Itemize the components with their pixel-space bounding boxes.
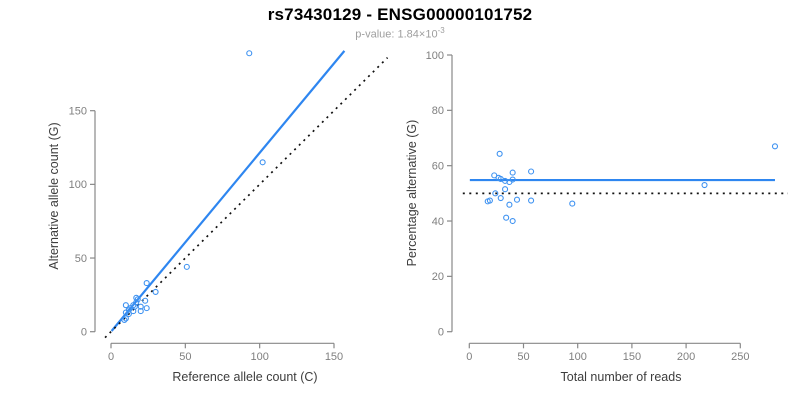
data-point: [503, 214, 510, 221]
data-point: [497, 195, 504, 202]
fit-line: [110, 50, 346, 332]
data-point: [133, 294, 140, 301]
y-tick-label: 50: [75, 253, 87, 265]
data-point: [137, 308, 144, 315]
data-point: [491, 172, 498, 179]
data-point: [502, 186, 509, 193]
data-point: [130, 308, 137, 315]
x-tick-label: 0: [466, 351, 472, 363]
x-axis-title: Total number of reads: [561, 370, 682, 384]
y-axis-title: Percentage alternative (G): [405, 120, 419, 267]
x-tick-label: 150: [325, 351, 343, 363]
data-point: [569, 200, 576, 207]
data-point: [152, 288, 159, 295]
figure-title: rs73430129 - ENSG00000101752: [267, 5, 533, 24]
data-point: [125, 310, 132, 318]
y-tick-label: 100: [426, 50, 444, 62]
x-tick-label: 250: [731, 351, 749, 363]
data-point: [143, 280, 150, 287]
data-point: [496, 150, 503, 157]
data-point: [142, 297, 149, 304]
data-point: [492, 190, 499, 197]
data-point: [509, 169, 516, 176]
y-tick-label: 40: [432, 216, 444, 228]
x-tick-label: 0: [108, 351, 114, 363]
data-point: [701, 181, 708, 189]
y-tick-label: 0: [81, 327, 87, 339]
y-tick-label: 0: [438, 327, 444, 339]
x-tick-label: 100: [250, 351, 268, 363]
data-point: [122, 315, 129, 322]
data-point: [771, 143, 779, 150]
data-point: [259, 159, 266, 166]
data-point: [246, 50, 253, 57]
p-value-text: p-value: 1.84×10: [355, 28, 438, 41]
y-tick-label: 60: [432, 160, 444, 172]
x-tick-label: 150: [623, 351, 641, 363]
y-axis-title: Alternative allele count (G): [47, 122, 61, 269]
x-tick-label: 50: [517, 351, 529, 363]
data-point: [121, 316, 128, 323]
figure-subtitle: p-value: 1.84×10-3: [0, 26, 800, 41]
y-tick-label: 80: [432, 105, 444, 117]
data-point: [134, 296, 141, 303]
data-point: [509, 176, 516, 183]
x-axis-title: Reference allele count (C): [172, 370, 317, 384]
data-point: [513, 196, 521, 203]
data-point: [528, 197, 535, 204]
data-point: [509, 217, 516, 225]
y-tick-label: 150: [69, 106, 87, 118]
data-point: [528, 168, 535, 175]
p-value-exponent: -3: [437, 26, 445, 35]
data-point: [137, 303, 144, 310]
x-tick-label: 200: [677, 351, 695, 363]
x-tick-label: 100: [569, 351, 587, 363]
identity-line: [104, 57, 389, 339]
data-point: [143, 305, 150, 312]
data-point: [506, 201, 513, 208]
data-point: [183, 263, 190, 270]
y-tick-label: 20: [432, 271, 444, 283]
x-tick-label: 50: [179, 351, 191, 363]
data-point: [484, 198, 491, 205]
y-tick-label: 100: [69, 179, 87, 191]
data-point: [122, 302, 129, 309]
